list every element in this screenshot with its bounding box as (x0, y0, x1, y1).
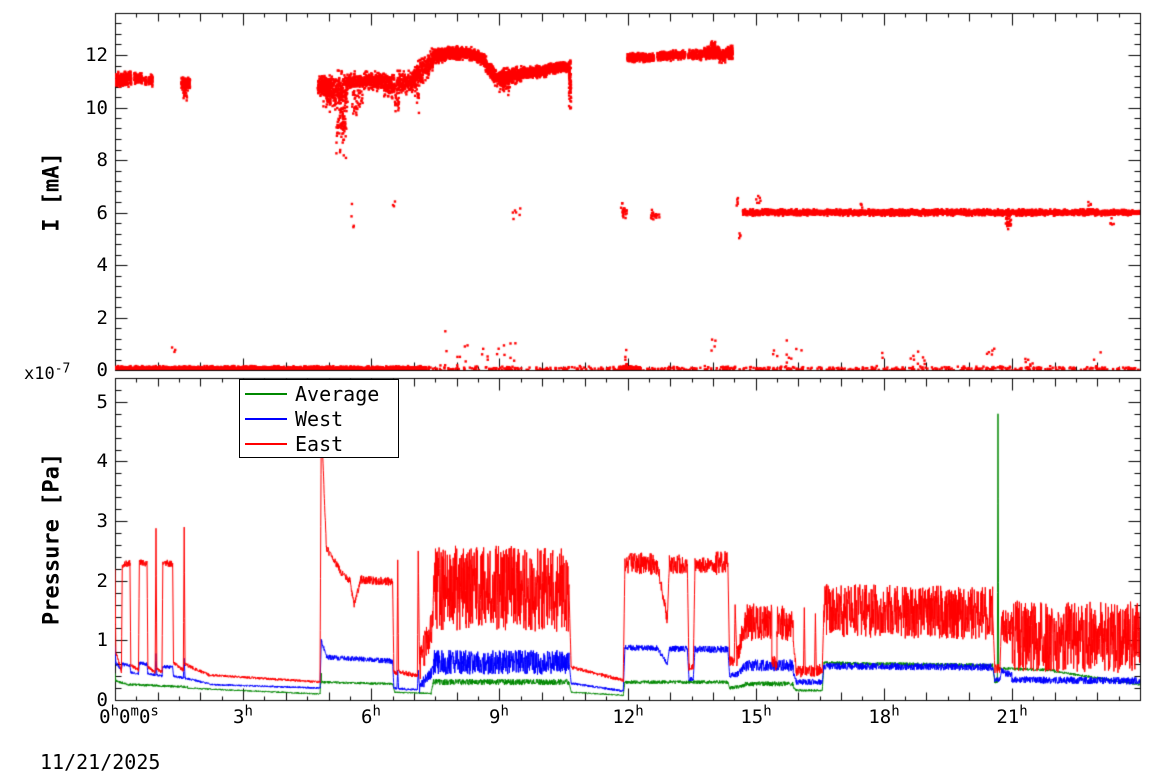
x-tick-label: 3h (233, 703, 253, 728)
legend-label: East (295, 431, 344, 456)
x-tick-label: 9h (489, 703, 509, 728)
y-tick-label: 2 (96, 569, 108, 592)
y-tick-label: 0 (96, 689, 108, 711)
pressure-scale-label: x10-7 (24, 361, 71, 384)
scale-exponent: -7 (54, 361, 71, 377)
date-label: 11/21/2025 (40, 750, 161, 774)
legend: Average West East (239, 379, 399, 458)
pressure-axis-title: Pressure [Pa] (39, 452, 65, 626)
x-tick-label: 0h0m0s (99, 703, 159, 728)
y-tick-label: 4 (96, 450, 108, 473)
legend-entry: Average (240, 381, 398, 406)
y-tick-label: 10 (85, 96, 108, 119)
legend-entry: East (240, 431, 398, 456)
y-tick-label: 4 (96, 254, 108, 276)
y-tick-label: 3 (96, 510, 108, 533)
legend-line-swatch (245, 417, 287, 420)
legend-label: West (295, 406, 344, 431)
x-tick-label: 21h (996, 703, 1028, 728)
legend-line-swatch (245, 442, 287, 445)
x-tick-label: 6h (361, 703, 381, 728)
x-tick-label: 15h (740, 703, 772, 728)
x-tick-label: 12h (612, 703, 644, 728)
legend-line-swatch (245, 392, 287, 395)
y-tick-label: 0 (96, 359, 108, 381)
y-tick-label: 12 (85, 44, 108, 66)
current-axis-title: I [mA] (39, 152, 65, 232)
y-tick-label: 8 (96, 149, 108, 171)
legend-label: Average (295, 381, 380, 406)
legend-entry: West (240, 406, 398, 431)
y-tick-label: 6 (96, 201, 108, 224)
scale-mantissa: x10 (24, 364, 55, 384)
y-tick-label: 1 (96, 629, 108, 652)
y-tick-label: 5 (96, 390, 108, 413)
x-tick-label: 18h (868, 703, 900, 728)
y-tick-label: 2 (96, 306, 108, 329)
